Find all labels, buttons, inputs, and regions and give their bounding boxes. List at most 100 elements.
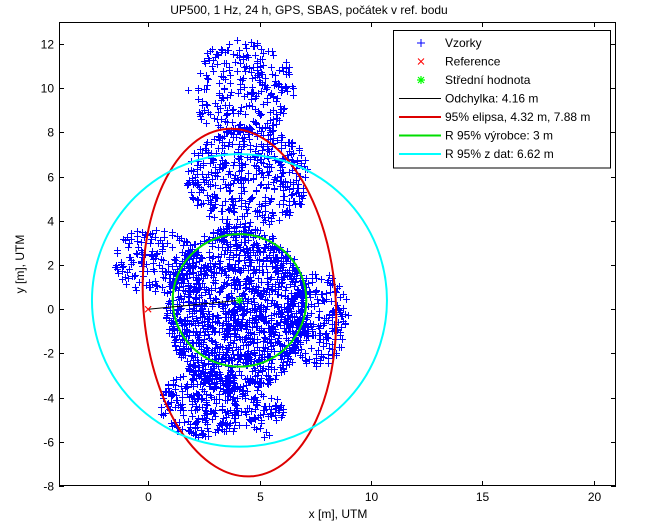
sample-point [249, 103, 256, 110]
deviation-line [148, 299, 240, 310]
sample-point [203, 401, 210, 408]
sample-point [245, 254, 252, 261]
sample-point [275, 286, 282, 293]
sample-point [243, 245, 250, 252]
sample-point [230, 162, 237, 169]
sample-point [285, 139, 292, 146]
sample-point [232, 402, 239, 409]
sample-point [215, 122, 222, 129]
sample-point [201, 412, 208, 419]
sample-point [225, 345, 232, 352]
sample-point [277, 103, 284, 110]
sample-point [246, 102, 253, 109]
sample-point [165, 268, 172, 275]
sample-point [207, 207, 214, 214]
sample-point [248, 418, 255, 425]
sample-point [268, 324, 275, 331]
sample-point [185, 365, 192, 372]
sample-point [260, 174, 267, 181]
sample-point [231, 380, 238, 387]
sample-point [285, 309, 292, 316]
sample-point [256, 124, 263, 131]
sample-point [164, 310, 171, 317]
sample-point [276, 407, 283, 414]
sample-point [194, 166, 201, 173]
sample-point [239, 307, 246, 314]
sample-point [173, 260, 180, 267]
sample-point [236, 141, 243, 148]
sample-point [254, 58, 261, 65]
sample-point [257, 112, 264, 119]
sample-point [211, 349, 218, 356]
sample-point [205, 150, 212, 157]
sample-point [329, 308, 336, 315]
sample-point [245, 296, 252, 303]
sample-point [230, 131, 237, 138]
sample-point [259, 367, 266, 374]
sample-point [174, 307, 181, 314]
sample-point [272, 376, 279, 383]
sample-point [241, 134, 248, 141]
sample-point [247, 278, 254, 285]
sample-point [219, 139, 226, 146]
sample-point [230, 254, 237, 261]
sample-point [149, 281, 156, 288]
sample-point [268, 360, 275, 367]
sample-point [251, 380, 258, 387]
sample-point [235, 278, 242, 285]
sample-point [316, 308, 323, 315]
sample-point [241, 188, 248, 195]
sample-point [264, 285, 271, 292]
sample-point [213, 400, 220, 407]
sample-point [278, 314, 285, 321]
sample-point [216, 260, 223, 267]
sample-point [209, 338, 216, 345]
sample-point [207, 408, 214, 415]
sample-point [289, 157, 296, 164]
sample-point [250, 340, 257, 347]
sample-point [174, 233, 181, 240]
sample-point [217, 288, 224, 295]
sample-point [218, 270, 225, 277]
sample-point [188, 353, 195, 360]
sample-point [196, 404, 203, 411]
legend-label: 95% elipsa, 4.32 m, 7.88 m [445, 110, 590, 124]
sample-point [200, 275, 207, 282]
sample-point [249, 84, 256, 91]
sample-point [249, 368, 256, 375]
sample-point [184, 270, 191, 277]
sample-point [278, 145, 285, 152]
sample-point [269, 209, 276, 216]
sample-point [257, 293, 264, 300]
y-tick-label: 12 [41, 38, 55, 52]
sample-point [279, 181, 286, 188]
sample-point [182, 288, 189, 295]
sample-point [189, 413, 196, 420]
sample-point [120, 236, 127, 243]
sample-point [231, 285, 238, 292]
sample-point [276, 67, 283, 74]
sample-point [328, 298, 335, 305]
sample-point [273, 121, 280, 128]
sample-point [256, 263, 263, 270]
legend-label: Vzorky [445, 36, 482, 50]
sample-point [128, 230, 135, 237]
sample-point [338, 324, 345, 331]
sample-point [195, 87, 202, 94]
sample-point [247, 219, 254, 226]
sample-point [192, 367, 199, 374]
legend-label: Střední hodnota [445, 73, 531, 87]
sample-point [284, 300, 291, 307]
sample-point [178, 280, 185, 287]
sample-point [199, 280, 206, 287]
sample-point [267, 411, 274, 418]
sample-point [172, 404, 179, 411]
sample-point [258, 128, 265, 135]
sample-point [241, 303, 248, 310]
sample-point [222, 102, 229, 109]
sample-point [248, 195, 255, 202]
sample-point [199, 102, 206, 109]
sample-point [201, 58, 208, 65]
sample-point [286, 198, 293, 205]
sample-point [251, 414, 258, 421]
